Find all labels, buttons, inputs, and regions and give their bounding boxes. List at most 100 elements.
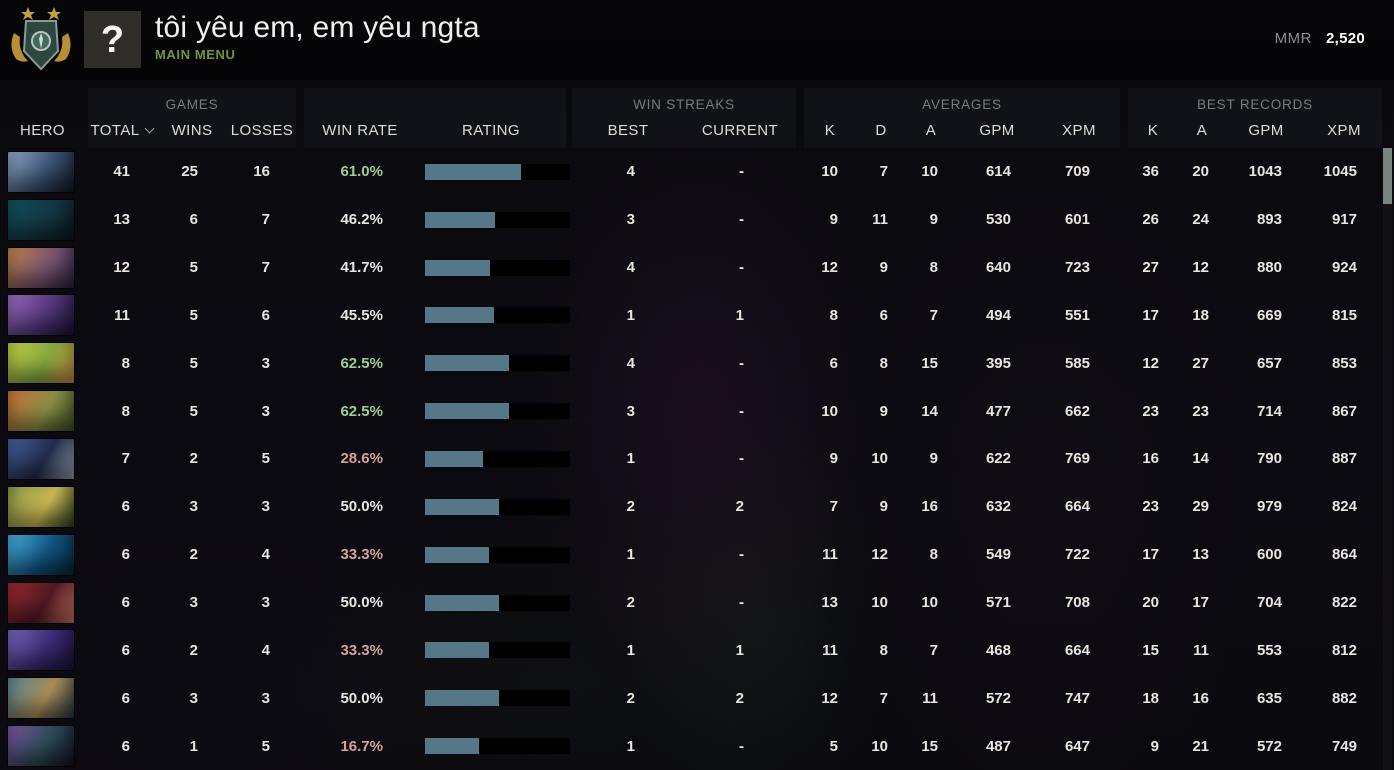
avg-assists-value: 15 [921,354,938,372]
column-header-avg-gpm[interactable]: GPM [979,121,1015,139]
rating-cell [416,163,570,180]
scrollbar-thumb[interactable] [1383,148,1392,204]
hero-row-riki[interactable]: 6 2 4 33.3% 1 1 11 8 7 468 664 15 11 553 812 [0,626,1382,674]
column-header-losses[interactable]: LOSSES [230,121,294,139]
hero-row-night-stalker[interactable]: 11 5 6 45.5% 1 1 8 6 7 494 551 17 18 669 815 [0,292,1382,340]
avg-xpm-value: 585 [1064,354,1090,372]
best-assists-value: 13 [1192,546,1209,564]
hero-icon-queen-of-pain[interactable] [8,582,74,623]
hero-icon-slardar[interactable] [8,678,74,719]
column-header-total[interactable]: TOTAL [88,122,156,139]
hero-row-windranger[interactable]: 8 5 3 62.5% 3 - 10 9 14 477 662 23 23 714 867 [0,387,1382,435]
streak-current-value: - [739,163,744,181]
column-header-wins[interactable]: WINS [171,121,213,139]
column-header-avg-assists[interactable]: A [925,121,937,139]
wins-value: 25 [181,163,198,181]
streak-current-value: 1 [735,306,744,324]
best-records-header-panel [1128,88,1382,148]
player-avatar[interactable]: ? [84,11,141,68]
column-header-best-xpm[interactable]: XPM [1327,121,1361,139]
hero-row-slardar[interactable]: 6 3 3 50.0% 2 2 12 7 11 572 747 18 16 635 882 [0,674,1382,722]
hero-icon-riki[interactable] [8,630,74,671]
streak-best-value: 2 [626,594,635,612]
hero-icon-anti-mage[interactable] [8,247,74,288]
avg-xpm-value: 709 [1064,163,1090,181]
rank-medal-icon [6,3,76,77]
column-header-streak-best[interactable]: BEST [607,121,649,139]
win-streaks-header-panel [572,88,796,148]
avg-kills-value: 12 [821,689,838,707]
hero-icon-night-stalker[interactable] [8,295,74,336]
column-header-avg-deaths[interactable]: D [875,121,887,139]
best-xpm-value: 917 [1331,211,1357,229]
main-menu-link[interactable]: MAIN MENU [155,47,236,62]
column-header-avg-kills[interactable]: K [824,121,836,139]
best-gpm-value: 790 [1256,450,1282,468]
wins-value: 1 [189,737,198,755]
best-assists-value: 21 [1192,737,1209,755]
avg-gpm-value: 614 [985,163,1011,181]
hero-cell [0,343,88,384]
streak-current-value: 1 [735,641,744,659]
avg-kills-value: 8 [829,306,838,324]
streak-current-value: - [739,450,744,468]
column-header-rating[interactable]: RATING [462,121,520,139]
player-identity: tôi yêu em, em yêu ngta MAIN MENU [155,10,480,62]
column-header-streak-current[interactable]: CURRENT [701,121,779,139]
hero-row-morphling[interactable]: 6 2 4 33.3% 1 - 11 12 8 549 722 17 13 600 864 [0,531,1382,579]
best-kills-value: 36 [1142,163,1159,181]
total-games-value: 6 [121,641,130,659]
streak-current-value: - [739,354,744,372]
hero-row-spectre[interactable]: 6 1 5 16.7% 1-5 10 15 487 647 9 21 572 749 [0,722,1382,770]
hero-row-hoodwink[interactable]: 8 5 3 62.5% 4-6 8 15 395 585 12 27 657 853 [0,339,1382,387]
sort-descending-icon [145,123,155,134]
hero-icon-morphling[interactable] [8,534,74,575]
rating-bar [425,546,570,563]
hero-icon-luna[interactable] [8,438,74,479]
avg-gpm-value: 477 [985,402,1011,420]
hero-row-anti-mage[interactable]: 12 5 7 41.7% 4 - 12 9 8 640 723 27 12 880 924 [0,244,1382,292]
hero-icon-hoodwink[interactable] [8,343,74,384]
hero-row-luna[interactable]: 7 2 5 28.6% 1 - 9 10 9 622 769 16 14 790 887 [0,435,1382,483]
rating-bar-fill [425,450,483,467]
hero-icon-phantom-assassin[interactable] [8,199,74,240]
avg-gpm-value: 549 [985,546,1011,564]
group-header-best-records: BEST RECORDS [1197,97,1313,112]
rating-bar-fill [425,211,496,228]
rating-cell [416,690,570,707]
streak-current-value: - [739,546,744,564]
hero-icon-medusa[interactable] [8,486,74,527]
hero-cell [0,438,88,479]
avg-xpm-value: 647 [1064,737,1090,755]
hero-icon-windranger[interactable] [8,391,74,432]
best-xpm-value: 882 [1331,689,1357,707]
win-rate-value: 50.0% [340,594,383,612]
hero-icon-drow-ranger[interactable] [8,151,74,192]
column-header-best-gpm[interactable]: GPM [1248,121,1284,139]
rating-bar-fill [425,690,499,707]
avg-gpm-value: 571 [985,594,1011,612]
best-xpm-value: 822 [1331,594,1357,612]
best-kills-value: 18 [1142,689,1159,707]
column-header-win-rate[interactable]: WIN RATE [322,121,398,139]
hero-row-drow-ranger[interactable]: 41 25 16 61.0% 4 - 10 7 10 614 709 36 20 1043 1045 [0,148,1382,196]
best-gpm-value: 880 [1256,259,1282,277]
best-kills-value: 27 [1142,259,1159,277]
hero-row-queen-of-pain[interactable]: 6 3 3 50.0% 2 - 13 10 10 571 708 20 17 704 822 [0,579,1382,627]
best-assists-value: 20 [1192,163,1209,181]
hero-icon-spectre[interactable] [8,726,74,767]
hero-row-medusa[interactable]: 6 3 3 50.0% 2 2 7 9 16 632 664 23 29 979 824 [0,483,1382,531]
hero-row-phantom-assassin[interactable]: 13 6 7 46.2% 3 - 9 11 9 530 601 26 24 893 917 [0,196,1382,244]
rating-cell [416,498,570,515]
scrollbar[interactable] [1383,148,1392,770]
column-header-avg-xpm[interactable]: XPM [1062,121,1096,139]
best-gpm-value: 635 [1256,689,1282,707]
streak-current-value: 2 [735,689,744,707]
column-header-best-assists[interactable]: A [1196,121,1208,139]
column-header-best-kills[interactable]: K [1147,121,1159,139]
win-rate-value: 62.5% [340,354,383,372]
rating-cell [416,738,570,755]
losses-value: 3 [261,354,270,372]
total-games-value: 41 [113,163,130,181]
total-games-value: 12 [113,259,130,277]
